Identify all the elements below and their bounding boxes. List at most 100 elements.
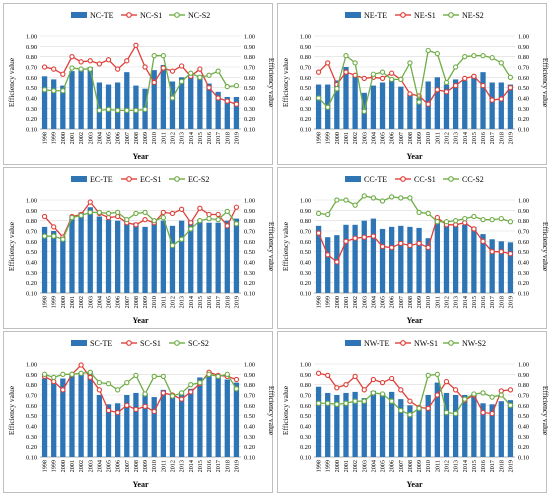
bar [471, 75, 477, 129]
bar [78, 372, 84, 457]
line-marker [60, 371, 66, 377]
y-tick-label-right: 0.80 [518, 218, 529, 225]
x-axis-title: Year [407, 480, 423, 489]
series-line [44, 54, 237, 112]
x-tick-label: 1998 [316, 132, 323, 144]
bar [41, 378, 48, 457]
line-marker [87, 58, 93, 64]
bar [498, 241, 504, 293]
y-tick-label-right: 0.80 [518, 54, 529, 61]
bar [379, 392, 386, 457]
y-tick-label-left: 0.10 [26, 291, 37, 298]
x-tick-label: 2016 [206, 296, 213, 308]
bar [452, 395, 459, 457]
line-marker [480, 216, 486, 223]
legend-label: NE-TE [364, 11, 387, 20]
y-tick-label-right: 0.40 [244, 96, 255, 103]
line-marker [480, 238, 486, 244]
legend-swatch-marker [126, 176, 132, 182]
line-marker [87, 209, 93, 216]
line-marker [224, 208, 230, 215]
line-marker [489, 97, 495, 103]
bar [489, 404, 495, 457]
bar [407, 405, 413, 457]
line-marker [507, 85, 514, 91]
legend-swatch-marker [174, 176, 180, 182]
line-marker [452, 82, 459, 89]
line-marker [206, 72, 212, 78]
y-tick-label-left: 0.70 [26, 229, 37, 236]
line-marker [471, 213, 477, 220]
bar [389, 226, 395, 293]
line-marker [389, 375, 395, 382]
line-marker [498, 96, 504, 102]
line-marker [60, 71, 66, 77]
x-tick-label: 2008 [407, 296, 414, 308]
x-tick-label: 2008 [407, 132, 414, 144]
bar [462, 224, 468, 293]
x-tick-label: 2008 [133, 132, 140, 144]
line-marker [197, 74, 203, 80]
legend-swatch-bar [345, 12, 361, 18]
line-marker [169, 242, 176, 249]
line-marker [325, 252, 331, 258]
x-tick-label: 2013 [179, 132, 186, 144]
x-tick-label: 2001 [69, 296, 76, 308]
line-marker [215, 216, 221, 223]
y-tick-label-left: 0.70 [26, 65, 37, 72]
x-tick-label: 2016 [206, 132, 213, 144]
line-marker [398, 195, 404, 201]
line-marker [389, 76, 395, 83]
line-marker [389, 398, 395, 404]
line-marker [443, 79, 450, 86]
x-tick-label: 2019 [233, 296, 240, 308]
x-tick-label: 2010 [151, 132, 158, 144]
bar [105, 219, 112, 293]
bar [215, 376, 221, 457]
series-line [318, 49, 511, 112]
y-tick-label-left: 0.10 [300, 455, 311, 462]
line-marker [480, 82, 486, 89]
bar [471, 393, 477, 457]
line-marker [142, 64, 148, 70]
panel-frame [3, 3, 273, 165]
line-marker [41, 371, 48, 377]
x-tick-label: 2007 [124, 460, 131, 472]
x-tick-label: 2006 [389, 296, 396, 308]
line-marker [105, 57, 112, 63]
line-marker [105, 210, 112, 217]
y-tick-label-left: 0.90 [300, 208, 311, 215]
y-tick-label-right: 1.00 [518, 34, 529, 41]
y-tick-label-right: 0.10 [518, 291, 529, 298]
bar [416, 408, 422, 457]
y-tick-label-right: 0.30 [244, 434, 255, 441]
legend-label: NW-S2 [462, 339, 486, 348]
line-marker [151, 373, 157, 380]
legend-label: EC-TE [90, 175, 113, 184]
bar [87, 207, 93, 293]
line-marker [343, 382, 349, 388]
line-marker [425, 405, 431, 412]
line-marker [160, 214, 166, 221]
y-tick-label-left: 0.40 [300, 260, 311, 267]
bar [151, 397, 157, 457]
y-axis-title-left: Efficiency value [7, 221, 16, 271]
x-tick-label: 2013 [179, 296, 186, 308]
x-tick-label: 2005 [380, 296, 387, 308]
line-marker [389, 244, 395, 251]
series-line [318, 61, 511, 106]
y-tick-label-right: 0.70 [518, 65, 529, 72]
y-tick-label-left: 0.10 [300, 291, 311, 298]
line-marker [133, 107, 139, 114]
bar [352, 391, 358, 457]
line-marker [41, 213, 48, 220]
line-marker [124, 216, 130, 223]
line-marker [489, 410, 495, 417]
bar [115, 82, 121, 129]
bar [224, 220, 230, 293]
bar [489, 239, 495, 293]
x-tick-label: 2013 [179, 460, 186, 472]
y-tick-label-left: 0.80 [26, 218, 37, 225]
bar [343, 392, 349, 457]
y-tick-label-left: 0.90 [26, 208, 37, 215]
